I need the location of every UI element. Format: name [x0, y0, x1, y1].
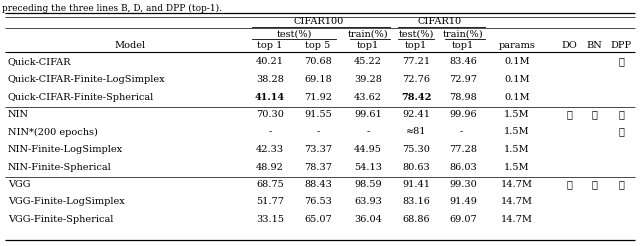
Text: 99.61: 99.61	[354, 110, 382, 119]
Text: 88.43: 88.43	[304, 180, 332, 189]
Text: 68.75: 68.75	[256, 180, 284, 189]
Text: 1.5M: 1.5M	[504, 145, 530, 154]
Text: ✓: ✓	[591, 110, 597, 119]
Text: ≈81: ≈81	[406, 127, 426, 137]
Text: 36.04: 36.04	[354, 215, 382, 224]
Text: NIN: NIN	[8, 110, 29, 119]
Text: 72.97: 72.97	[449, 75, 477, 84]
Text: 41.14: 41.14	[255, 92, 285, 102]
Text: VGG: VGG	[8, 180, 31, 189]
Text: ✓: ✓	[618, 127, 624, 137]
Text: 78.37: 78.37	[304, 163, 332, 171]
Text: top 5: top 5	[305, 42, 331, 50]
Text: top1: top1	[357, 42, 379, 50]
Text: 0.1M: 0.1M	[504, 75, 530, 84]
Text: ✓: ✓	[566, 110, 572, 119]
Text: preceding the three lines B, D, and DPP (top-1).: preceding the three lines B, D, and DPP …	[2, 4, 222, 13]
Text: Quick-CIFAR-Finite-Spherical: Quick-CIFAR-Finite-Spherical	[8, 92, 154, 102]
Text: 0.1M: 0.1M	[504, 58, 530, 66]
Text: CIFAR100: CIFAR100	[294, 17, 344, 27]
Text: ✓: ✓	[566, 180, 572, 189]
Text: 98.59: 98.59	[354, 180, 382, 189]
Text: NIN-Finite-Spherical: NIN-Finite-Spherical	[8, 163, 112, 171]
Text: Model: Model	[115, 42, 145, 50]
Text: test(%): test(%)	[398, 30, 434, 39]
Text: 65.07: 65.07	[304, 215, 332, 224]
Text: 14.7M: 14.7M	[501, 198, 533, 206]
Text: 92.41: 92.41	[402, 110, 430, 119]
Text: 75.30: 75.30	[402, 145, 430, 154]
Text: 77.21: 77.21	[402, 58, 430, 66]
Text: 78.42: 78.42	[401, 92, 431, 102]
Text: VGG-Finite-Spherical: VGG-Finite-Spherical	[8, 215, 113, 224]
Text: 44.95: 44.95	[354, 145, 382, 154]
Text: 14.7M: 14.7M	[501, 215, 533, 224]
Text: 72.76: 72.76	[402, 75, 430, 84]
Text: top1: top1	[405, 42, 427, 50]
Text: params: params	[499, 42, 536, 50]
Text: 91.49: 91.49	[449, 198, 477, 206]
Text: ✓: ✓	[618, 180, 624, 189]
Text: 99.30: 99.30	[449, 180, 477, 189]
Text: 71.92: 71.92	[304, 92, 332, 102]
Text: DPP: DPP	[611, 42, 632, 50]
Text: BN: BN	[586, 42, 602, 50]
Text: 83.16: 83.16	[402, 198, 430, 206]
Text: -: -	[316, 127, 319, 137]
Text: 43.62: 43.62	[354, 92, 382, 102]
Text: 1.5M: 1.5M	[504, 127, 530, 137]
Text: -: -	[460, 127, 466, 137]
Text: top1: top1	[452, 42, 474, 50]
Text: 0.1M: 0.1M	[504, 92, 530, 102]
Text: train(%): train(%)	[443, 30, 483, 39]
Text: 51.77: 51.77	[256, 198, 284, 206]
Text: 40.21: 40.21	[256, 58, 284, 66]
Text: test(%): test(%)	[276, 30, 312, 39]
Text: train(%): train(%)	[348, 30, 388, 39]
Text: 1.5M: 1.5M	[504, 110, 530, 119]
Text: NIN*(200 epochs): NIN*(200 epochs)	[8, 127, 98, 137]
Text: ✓: ✓	[618, 58, 624, 66]
Text: 42.33: 42.33	[256, 145, 284, 154]
Text: -: -	[268, 127, 271, 137]
Text: 69.18: 69.18	[304, 75, 332, 84]
Text: Quick-CIFAR-Finite-LogSimplex: Quick-CIFAR-Finite-LogSimplex	[8, 75, 166, 84]
Text: VGG-Finite-LogSimplex: VGG-Finite-LogSimplex	[8, 198, 125, 206]
Text: 63.93: 63.93	[354, 198, 382, 206]
Text: 76.53: 76.53	[304, 198, 332, 206]
Text: ✓: ✓	[618, 110, 624, 119]
Text: 68.86: 68.86	[402, 215, 430, 224]
Text: top 1: top 1	[257, 42, 283, 50]
Text: 45.22: 45.22	[354, 58, 382, 66]
Text: Quick-CIFAR: Quick-CIFAR	[8, 58, 72, 66]
Text: 39.28: 39.28	[354, 75, 382, 84]
Text: 1.5M: 1.5M	[504, 163, 530, 171]
Text: 70.68: 70.68	[304, 58, 332, 66]
Text: 86.03: 86.03	[449, 163, 477, 171]
Text: 91.41: 91.41	[402, 180, 430, 189]
Text: DO: DO	[561, 42, 577, 50]
Text: CIFAR10: CIFAR10	[417, 17, 461, 27]
Text: 73.37: 73.37	[304, 145, 332, 154]
Text: 80.63: 80.63	[402, 163, 430, 171]
Text: -: -	[366, 127, 370, 137]
Text: NIN-Finite-LogSimplex: NIN-Finite-LogSimplex	[8, 145, 123, 154]
Text: 14.7M: 14.7M	[501, 180, 533, 189]
Text: 33.15: 33.15	[256, 215, 284, 224]
Text: 77.28: 77.28	[449, 145, 477, 154]
Text: 83.46: 83.46	[449, 58, 477, 66]
Text: 99.96: 99.96	[449, 110, 477, 119]
Text: ✓: ✓	[591, 180, 597, 189]
Text: 69.07: 69.07	[449, 215, 477, 224]
Text: 54.13: 54.13	[354, 163, 382, 171]
Text: 38.28: 38.28	[256, 75, 284, 84]
Text: 48.92: 48.92	[256, 163, 284, 171]
Text: 70.30: 70.30	[256, 110, 284, 119]
Text: 91.55: 91.55	[304, 110, 332, 119]
Text: 78.98: 78.98	[449, 92, 477, 102]
